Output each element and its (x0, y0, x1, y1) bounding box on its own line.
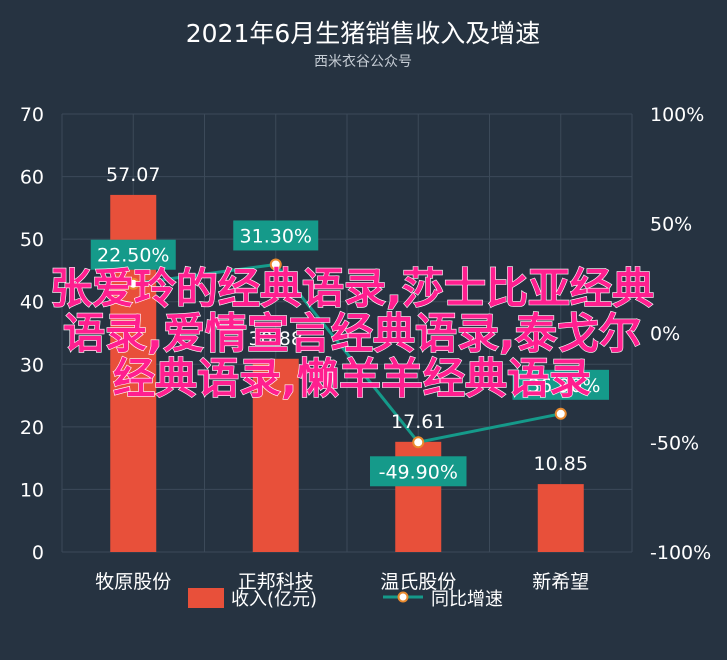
y-left-tick-label: 30 (20, 354, 44, 376)
line-point (127, 277, 140, 290)
x-tick-label: 新希望 (532, 571, 589, 593)
line-value-label: 22.50% (97, 245, 169, 267)
line-path (133, 262, 562, 444)
bar (252, 358, 299, 552)
watermark-line-3: 经典语录,懒羊羊经典语录 (113, 354, 591, 403)
y-left-tick-label: 40 (20, 292, 44, 314)
y-right-tick-label: -50% (650, 433, 699, 455)
bar (537, 484, 584, 552)
x-tick-label: 牧原股份 (95, 571, 171, 593)
line-point (554, 407, 567, 420)
y-right-tick-label: 50% (650, 214, 692, 236)
line-label-bg (90, 239, 176, 270)
legend-bar-label: 收入(亿元) (231, 589, 317, 610)
line-label-bg (512, 369, 609, 400)
legend-bar-swatch (188, 588, 224, 608)
axes: 0 10 20 30 40 50 60 70 -100% -50% 0% 50% 100% 牧原股份 正邦科… (20, 104, 711, 593)
y-left-tick-label: 20 (20, 417, 44, 439)
line-value-label: -49.90% (379, 461, 458, 483)
y-left-tick-label: 0 (32, 542, 44, 564)
data-labels: 57.07 30.88 17.61 10.85 22.50% 31.30% -49.90% -… (90, 164, 609, 487)
y-left-tick-label: 60 (20, 167, 44, 189)
y-right-tick-label: 0% (650, 323, 680, 345)
bar-value-label: 10.85 (534, 453, 588, 475)
y-left-tick-label: 10 (20, 479, 44, 501)
line-value-label: -36.90% (521, 375, 600, 397)
line-value-label: 31.30% (240, 225, 312, 247)
legend-line-marker (397, 591, 409, 603)
y-right-tick-label: -100% (650, 542, 711, 564)
watermark-line-2: 语录,爱情宣言经典语录,泰戈尔 (63, 309, 641, 358)
chart-subtitle: 西米衣谷公众号 (314, 54, 412, 70)
bar-value-label: 57.07 (106, 164, 160, 186)
watermark-line-1: 张爱玲的经典语录,莎士比亚经典 (50, 264, 654, 313)
bar-value-label: 30.88 (249, 328, 303, 350)
line-series (127, 258, 567, 449)
chart-title: 2021年6月生猪销售收入及增速 (186, 19, 541, 48)
y-left-tick-label: 50 (20, 229, 44, 251)
x-tick-label: 温氏股份 (380, 571, 456, 593)
y-right-tick-label: 100% (650, 104, 704, 126)
line-label-bg (370, 456, 467, 487)
line-point (412, 436, 425, 449)
watermark: 张爱玲的经典语录,莎士比亚经典 语录,爱情宣言经典语录,泰戈尔 经典语录,懒羊羊… (49, 263, 654, 403)
y-left-tick-label: 70 (20, 104, 44, 126)
x-tick-label: 正邦科技 (238, 571, 314, 593)
line-point (269, 258, 282, 271)
bar-value-label: 17.61 (391, 411, 445, 433)
legend-line-label: 同比增速 (431, 589, 503, 610)
legend[interactable]: 收入(亿元) 同比增速 (188, 588, 503, 610)
line-label-bg (233, 220, 319, 251)
